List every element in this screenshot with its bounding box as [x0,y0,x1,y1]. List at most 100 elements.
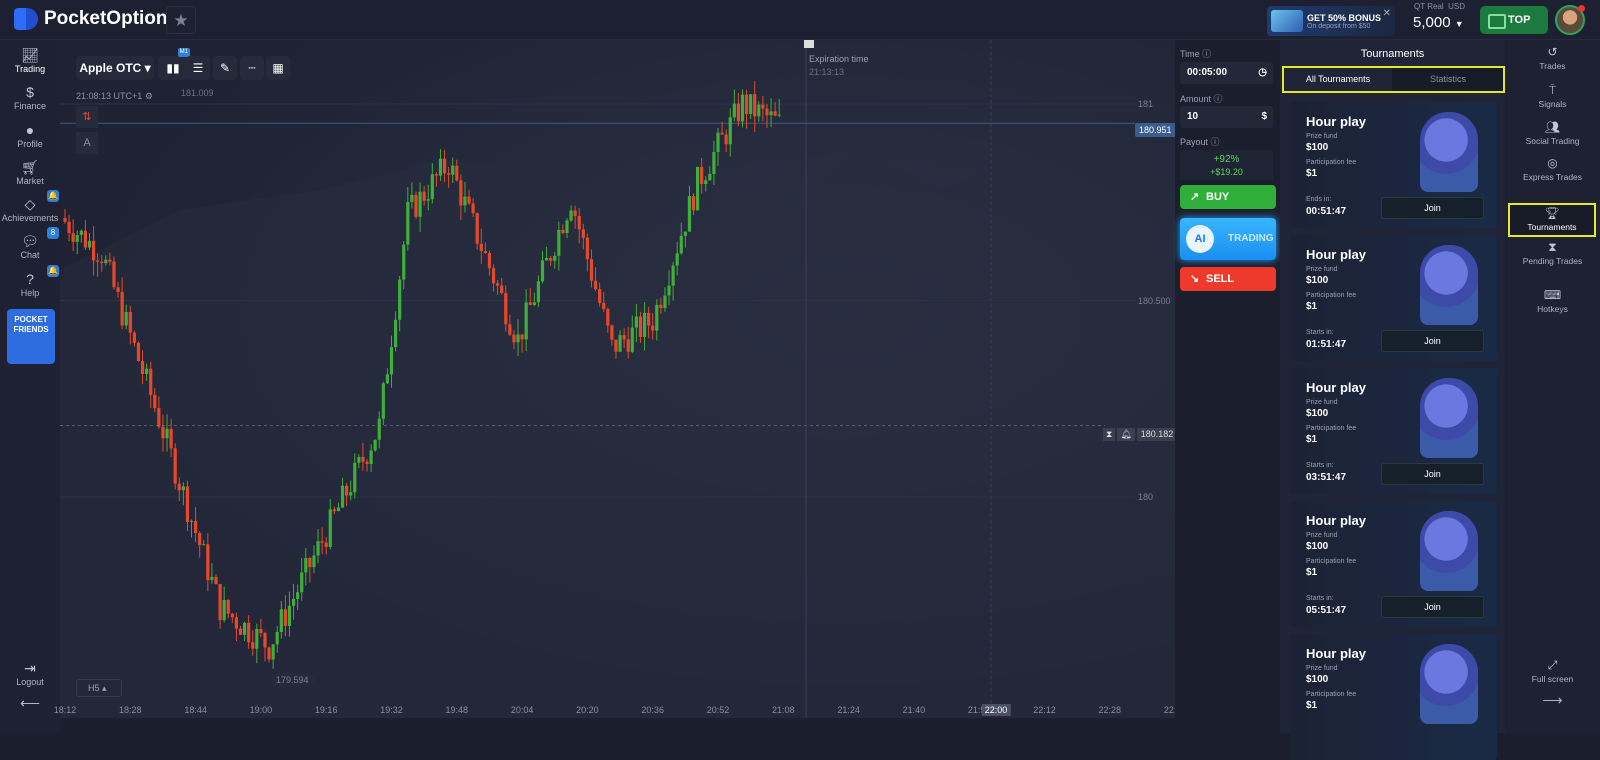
collapse-arrow-icon[interactable]: ⟵ [19,695,41,711]
join-button[interactable]: Join [1381,463,1484,485]
sidebar-item-profile[interactable]: ● Profile [0,122,60,149]
candle-body [283,609,287,626]
sidebar-item-signals[interactable]: ⍑ Signals [1505,84,1600,109]
candle-body [389,347,394,375]
amount-input[interactable]: 10 $ [1180,106,1273,128]
pocket-friends-banner[interactable]: POCKET FRIENDS [7,309,55,364]
buy-button[interactable]: ↗ BUY [1180,185,1276,209]
mountain-backdrop [60,130,1175,718]
fee-label: Participation fee [1306,425,1357,432]
drawing-brush-icon[interactable]: ✎ [213,56,237,80]
join-button[interactable]: Join [1381,330,1484,352]
expiration-flag-icon[interactable] [804,40,814,48]
sidebar-item-trades[interactable]: ↺ Trades [1505,46,1600,71]
tournaments-panel: Tournaments All Tournaments Statistics H… [1280,40,1505,760]
asset-selector[interactable]: Apple OTC ▾ [76,56,154,80]
text-tool-icon[interactable]: A [76,132,98,154]
chart-type-button[interactable]: ▮▮ M1 [158,48,190,80]
sidebar-item-achievements[interactable]: ◇ Achievements 🔔 [0,190,60,223]
join-button[interactable]: Join [1381,596,1484,618]
price-tick: 180 [1138,492,1154,502]
stopwatch-image [1420,112,1478,192]
candle-body [169,428,173,449]
interval-selector[interactable]: H5 ▴ [76,679,122,697]
candle-body [340,485,345,508]
candle-body [520,334,524,340]
join-button[interactable]: Join [1381,197,1484,219]
candle-body [353,462,357,493]
top-up-button[interactable]: TOP UP [1480,6,1548,54]
sidebar-item-tournaments[interactable]: 🏆︎ Tournaments [1508,203,1596,237]
sidebar-item-finance[interactable]: $ Finance [0,84,60,111]
layout-grid-icon[interactable]: ▦ [266,56,290,80]
candle-body [149,368,153,395]
favorites-star-button[interactable]: ★ [166,6,196,34]
ai-trading-button[interactable]: AI TRADING [1180,218,1276,260]
close-icon[interactable]: ✕ [1382,8,1391,19]
gift-icon [1271,10,1303,32]
candle-body [291,599,296,606]
account-selector[interactable]: QT Real USD 5,000 ▼ [1402,1,1472,37]
sidebar-item-social-trading[interactable]: 👥︎ Social Trading [1505,121,1600,146]
price-tick: 181 [1138,99,1154,109]
avatar[interactable] [1555,5,1585,35]
expand-arrow-icon[interactable]: ⟶ [1542,692,1563,708]
chart-line-icon: 📈︎ [21,47,39,63]
help-icon: ? [26,271,34,287]
tournament-name: Hour play [1306,646,1366,661]
tab-all-tournaments[interactable]: All Tournaments [1284,68,1392,91]
time-tick: 22:28 [1098,705,1122,715]
payout-label: Payout ⓘ [1180,137,1220,147]
chat-icon: 💬︎ [21,233,39,249]
candle-body [361,456,365,462]
candle-body [87,240,92,248]
sidebar-item-trading[interactable]: 📈︎ Trading [0,47,60,74]
time-input[interactable]: 00:05:00 ◷ [1180,62,1273,84]
candle-body [112,261,116,288]
logout-button[interactable]: ⇥ Logout [0,660,60,687]
sidebar-item-pending-trades[interactable]: ⧗ Pending Trades [1505,241,1600,266]
candle-body [422,191,426,201]
candle-body [349,492,353,496]
sidebar-item-help[interactable]: ? Help 🔔 [0,265,60,298]
sidebar-item-express-trades[interactable]: ◎ Express Trades [1505,156,1600,182]
candle-body [96,260,100,262]
sidebar-item-full-screen[interactable]: ⤢ Full screen [1505,659,1600,684]
candle-body [471,203,475,214]
candle-body [728,117,732,145]
logo[interactable]: PocketOption [14,8,168,30]
server-clock: 21:08:13 UTC+1 ⚙ [76,91,153,101]
candle-body [328,509,332,547]
sidebar-item-market[interactable]: 🛒︎ Market [0,159,60,186]
candle-body [116,287,120,292]
sell-button[interactable]: ↘ SELL [1180,267,1276,291]
fee-value: $1 [1306,567,1318,578]
target-icon: ◎ [1547,156,1558,170]
sort-arrows-icon[interactable]: ⇅ [76,106,98,128]
tournament-name: Hour play [1306,114,1366,129]
candle-body [565,220,569,233]
tab-statistics[interactable]: Statistics [1429,74,1466,84]
price-line-tag[interactable]: ⧗ 🔔︎ 180.182 [1103,428,1175,441]
candle-body [369,450,373,464]
candle-body [589,259,594,281]
indicators-icon[interactable]: ☰ [186,56,210,80]
candle-body [753,94,757,117]
fee-value: $1 [1306,434,1318,445]
candlestick-chart [60,40,1175,718]
chart-area[interactable]: Apple OTC ▾ ▮▮ M1 ☰ ✎ ┄ ▦ 21:08:13 UTC+1 … [60,40,1175,718]
sidebar-item-hotkeys[interactable]: ⌨ Hotkeys [1505,289,1600,314]
sidebar-item-chat[interactable]: 💬︎ Chat 8 [0,227,60,260]
candle-body [357,456,361,463]
panel-title: Tournaments [1360,48,1425,60]
price-tick: 180.500 [1138,296,1171,306]
left-sidebar: 📈︎ Trading $ Finance ● Profile 🛒︎ Market ◇ Achiev… [0,40,60,733]
candle-body [732,103,736,118]
dollar-icon: $ [26,84,34,100]
bonus-banner[interactable]: GET 50% BONUS On deposit from $50 ✕ [1267,6,1395,36]
line-tool-icon[interactable]: ┄ [240,56,264,80]
candle-body [757,104,761,117]
candle-body [324,542,328,547]
nav-label: Social Trading [1525,136,1580,146]
nav-label: Trading [14,64,46,74]
